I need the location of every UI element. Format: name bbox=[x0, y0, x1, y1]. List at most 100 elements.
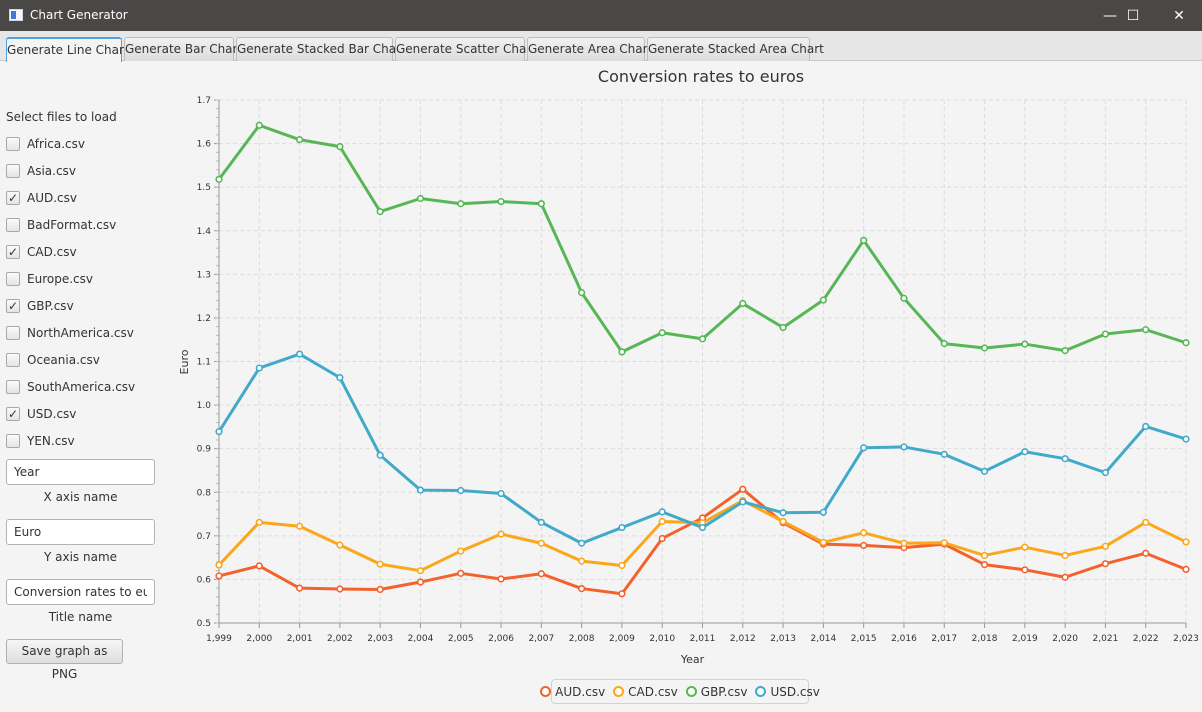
file-checkbox-row[interactable]: Asia.csv bbox=[6, 162, 76, 180]
data-point bbox=[1101, 560, 1110, 568]
checkbox[interactable] bbox=[6, 380, 20, 394]
chart-title: Conversion rates to euros bbox=[597, 67, 805, 86]
data-point bbox=[1021, 543, 1029, 551]
file-checkbox-row[interactable]: Africa.csv bbox=[6, 135, 85, 153]
x-tick-label: 2,009 bbox=[609, 634, 635, 644]
y-tick-label: 1.5 bbox=[197, 183, 211, 193]
checkmark-icon: ✓ bbox=[7, 407, 19, 421]
data-point bbox=[739, 299, 747, 308]
title-name-input[interactable] bbox=[6, 579, 155, 605]
checkbox[interactable] bbox=[6, 137, 20, 151]
title-name-label: Title name bbox=[48, 610, 113, 624]
checkbox[interactable]: ✓ bbox=[6, 191, 20, 205]
data-point bbox=[537, 570, 545, 578]
checkbox[interactable] bbox=[6, 434, 20, 448]
file-checkbox-row[interactable]: YEN.csv bbox=[6, 432, 75, 450]
checkbox[interactable] bbox=[6, 218, 20, 232]
data-point bbox=[376, 207, 384, 216]
minimize-button[interactable]: — bbox=[1103, 7, 1117, 24]
y-tick-label: 1.3 bbox=[197, 270, 211, 280]
tab-stacked-area-chart[interactable]: Generate Stacked Area Chart bbox=[647, 37, 824, 61]
x-tick-label: 2,019 bbox=[1012, 634, 1038, 644]
file-checkbox-label: GBP.csv bbox=[27, 299, 74, 313]
checkbox[interactable]: ✓ bbox=[6, 245, 20, 259]
x-tick-label: 2,018 bbox=[972, 634, 998, 644]
file-checkbox-row[interactable]: Europe.csv bbox=[6, 270, 93, 288]
data-point bbox=[980, 560, 989, 569]
checkmark-icon: ✓ bbox=[7, 299, 19, 313]
data-point bbox=[336, 541, 344, 549]
data-point bbox=[1182, 565, 1190, 573]
checkbox[interactable]: ✓ bbox=[6, 299, 20, 313]
tab-bar-chart[interactable]: Generate Bar Chart bbox=[124, 37, 242, 61]
save-png-button[interactable]: Save graph as PNG bbox=[6, 639, 123, 681]
legend-item: USD.csv bbox=[755, 684, 820, 699]
tab-area-chart[interactable]: Generate Area Chart bbox=[527, 37, 652, 61]
data-point bbox=[940, 450, 948, 458]
file-checkbox-label: AUD.csv bbox=[27, 191, 77, 205]
checkbox[interactable] bbox=[6, 326, 20, 340]
data-point bbox=[940, 539, 948, 547]
window-title: Chart Generator bbox=[30, 8, 128, 22]
checkbox[interactable] bbox=[6, 353, 20, 367]
legend-marker bbox=[755, 686, 767, 697]
data-point bbox=[658, 534, 666, 543]
x-tick-label: 2,021 bbox=[1093, 634, 1119, 644]
data-point bbox=[215, 561, 223, 569]
data-point bbox=[1061, 455, 1069, 463]
data-point bbox=[1142, 518, 1150, 526]
file-checkbox-row[interactable]: ✓ USD.csv bbox=[6, 405, 76, 423]
tab-line-chart[interactable]: Generate Line Chart bbox=[6, 37, 129, 62]
file-checkbox-label: CAD.csv bbox=[27, 245, 77, 259]
data-point bbox=[497, 197, 505, 206]
data-point bbox=[900, 539, 908, 547]
checkbox[interactable]: ✓ bbox=[6, 407, 20, 421]
file-checkbox-row[interactable]: BadFormat.csv bbox=[6, 216, 116, 234]
legend-label: USD.csv bbox=[770, 684, 820, 699]
file-checkbox-row[interactable]: Oceania.csv bbox=[6, 351, 100, 369]
data-point bbox=[336, 143, 344, 151]
data-point bbox=[416, 486, 425, 494]
y-tick-label: 1.7 bbox=[197, 96, 211, 106]
file-checkbox-row[interactable]: NorthAmerica.csv bbox=[6, 324, 134, 342]
file-checkbox-label: Oceania.csv bbox=[27, 353, 100, 367]
file-checkbox-row[interactable]: ✓ AUD.csv bbox=[6, 189, 77, 207]
data-point bbox=[658, 329, 666, 337]
file-checkbox-row[interactable]: SouthAmerica.csv bbox=[6, 378, 135, 396]
y-tick-label: 0.7 bbox=[197, 532, 211, 542]
x-tick-label: 2,006 bbox=[488, 634, 514, 644]
close-button[interactable]: ✕ bbox=[1173, 7, 1185, 24]
file-checkbox-label: BadFormat.csv bbox=[27, 218, 117, 232]
data-point bbox=[1061, 551, 1069, 560]
file-checkbox-row[interactable]: ✓ GBP.csv bbox=[6, 297, 74, 315]
tab-stacked-bar-chart[interactable]: Generate Stacked Bar Chart bbox=[236, 37, 406, 61]
data-point bbox=[416, 578, 425, 586]
checkbox[interactable] bbox=[6, 164, 20, 178]
file-checkbox-row[interactable]: ✓ CAD.csv bbox=[6, 243, 77, 261]
y-tick-label: 0.5 bbox=[197, 619, 211, 629]
checkmark-icon: ✓ bbox=[7, 191, 19, 205]
x-axis-name-label: X axis name bbox=[43, 490, 118, 504]
x-tick-label: 2,015 bbox=[851, 634, 877, 644]
data-point bbox=[779, 509, 787, 517]
maximize-button[interactable]: ☐ bbox=[1126, 7, 1140, 24]
y-tick-label: 1.1 bbox=[197, 358, 211, 368]
data-point bbox=[1061, 347, 1069, 355]
tab-scatter-chart[interactable]: Generate Scatter Chart bbox=[395, 37, 536, 61]
data-point bbox=[1182, 435, 1190, 443]
x-axis-name-input[interactable] bbox=[6, 459, 155, 485]
y-tick-label: 0.9 bbox=[197, 445, 212, 455]
data-point bbox=[618, 523, 626, 532]
data-point bbox=[295, 350, 304, 358]
legend-item: CAD.csv bbox=[613, 685, 678, 699]
legend-label: AUD.csv bbox=[555, 684, 606, 699]
y-axis-name-input[interactable] bbox=[6, 519, 155, 545]
file-checkbox-label: Asia.csv bbox=[27, 164, 76, 178]
data-point bbox=[860, 444, 868, 452]
legend-marker bbox=[613, 686, 625, 697]
x-tick-label: 2,011 bbox=[690, 634, 716, 644]
x-tick-label: 2,003 bbox=[367, 634, 393, 644]
data-point bbox=[900, 443, 908, 451]
data-point bbox=[578, 584, 586, 593]
checkbox[interactable] bbox=[6, 272, 20, 286]
